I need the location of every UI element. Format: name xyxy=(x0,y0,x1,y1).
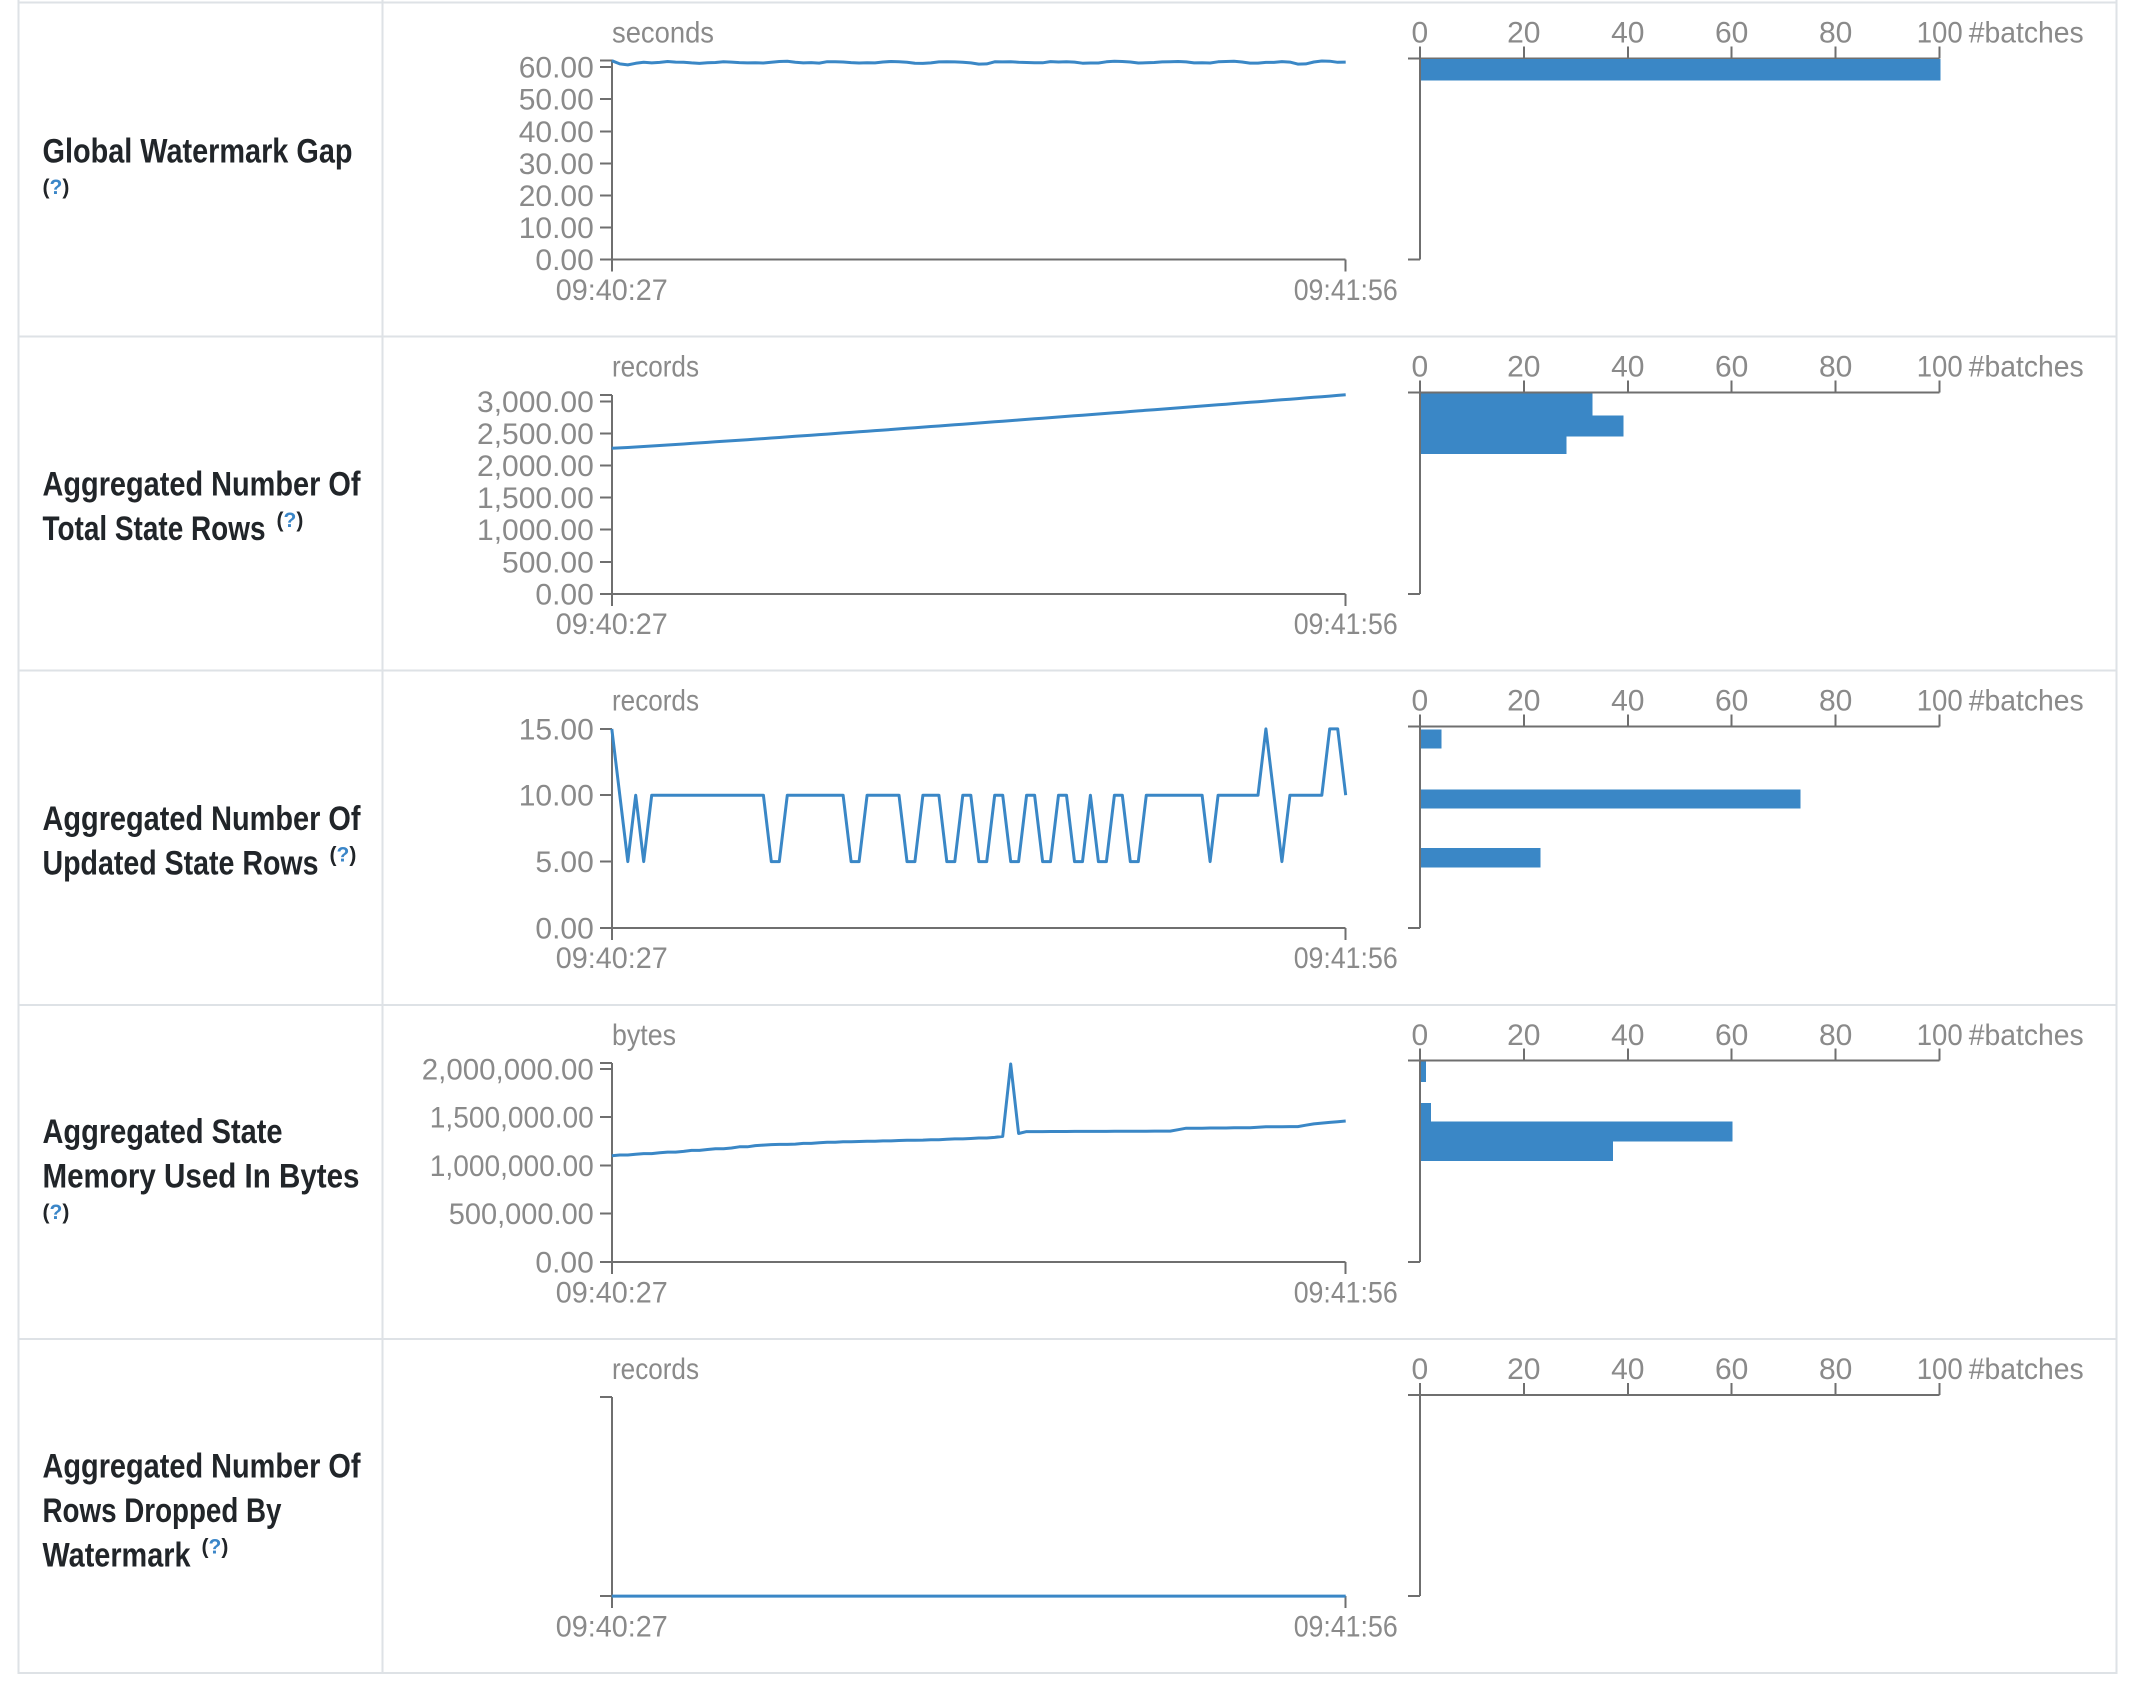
svg-text:seconds: seconds xyxy=(612,17,714,50)
svg-text:40: 40 xyxy=(1611,1019,1644,1052)
svg-text:80: 80 xyxy=(1819,1353,1852,1386)
svg-text:0: 0 xyxy=(1411,17,1428,50)
svg-text:#batches: #batches xyxy=(1969,17,2084,50)
svg-text:09:40:27: 09:40:27 xyxy=(556,942,668,975)
svg-text:0: 0 xyxy=(1411,685,1428,718)
svg-text:1,000.00: 1,000.00 xyxy=(477,514,594,547)
svg-text:09:41:56: 09:41:56 xyxy=(1294,942,1398,975)
svg-text:80: 80 xyxy=(1819,351,1852,384)
svg-text:(?): (?) xyxy=(277,509,304,532)
svg-text:Memory Used In Bytes: Memory Used In Bytes xyxy=(43,1158,360,1196)
svg-text:records: records xyxy=(612,685,699,718)
svg-text:records: records xyxy=(612,1353,699,1386)
svg-text:09:41:56: 09:41:56 xyxy=(1294,274,1398,307)
svg-text:60: 60 xyxy=(1715,685,1748,718)
svg-text:40: 40 xyxy=(1611,17,1644,50)
svg-text:0.00: 0.00 xyxy=(535,244,593,277)
svg-text:Updated State Rows: Updated State Rows xyxy=(43,845,319,883)
svg-text:Aggregated Number Of: Aggregated Number Of xyxy=(43,466,362,504)
svg-text:09:40:27: 09:40:27 xyxy=(556,608,668,641)
svg-text:records: records xyxy=(612,351,699,384)
svg-text:20.00: 20.00 xyxy=(519,180,594,213)
svg-text:100: 100 xyxy=(1917,1019,1963,1052)
svg-text:Global Watermark Gap: Global Watermark Gap xyxy=(43,133,353,171)
svg-text:100: 100 xyxy=(1917,17,1963,50)
svg-text:2,500.00: 2,500.00 xyxy=(477,418,594,451)
svg-text:2,000,000.00: 2,000,000.00 xyxy=(422,1053,594,1086)
svg-text:(?): (?) xyxy=(43,1201,70,1224)
svg-text:#batches: #batches xyxy=(1969,685,2084,718)
svg-text:80: 80 xyxy=(1819,17,1852,50)
svg-text:15.00: 15.00 xyxy=(519,713,594,746)
svg-text:0.00: 0.00 xyxy=(535,578,593,611)
svg-text:0: 0 xyxy=(1411,351,1428,384)
svg-text:80: 80 xyxy=(1819,1019,1852,1052)
svg-text:80: 80 xyxy=(1819,685,1852,718)
svg-text:Total State Rows: Total State Rows xyxy=(43,510,266,548)
svg-text:60: 60 xyxy=(1715,17,1748,50)
svg-text:100: 100 xyxy=(1917,351,1963,384)
svg-text:Aggregated State: Aggregated State xyxy=(43,1113,283,1151)
svg-text:500.00: 500.00 xyxy=(502,546,594,579)
svg-text:Rows Dropped By: Rows Dropped By xyxy=(43,1492,282,1530)
svg-text:1,500.00: 1,500.00 xyxy=(477,482,594,515)
svg-text:500,000.00: 500,000.00 xyxy=(449,1198,594,1231)
svg-text:Aggregated Number Of: Aggregated Number Of xyxy=(43,800,362,838)
svg-text:#batches: #batches xyxy=(1969,351,2084,384)
svg-text:09:40:27: 09:40:27 xyxy=(556,1276,668,1309)
svg-text:40: 40 xyxy=(1611,351,1644,384)
svg-text:40: 40 xyxy=(1611,685,1644,718)
svg-text:1,000,000.00: 1,000,000.00 xyxy=(430,1150,594,1183)
svg-text:60: 60 xyxy=(1715,1019,1748,1052)
svg-text:Watermark: Watermark xyxy=(43,1537,191,1575)
svg-text:0: 0 xyxy=(1411,1353,1428,1386)
svg-text:60.00: 60.00 xyxy=(519,52,594,85)
svg-text:09:41:56: 09:41:56 xyxy=(1294,1610,1398,1643)
svg-text:20: 20 xyxy=(1507,17,1540,50)
svg-text:09:40:27: 09:40:27 xyxy=(556,1610,668,1643)
svg-text:09:40:27: 09:40:27 xyxy=(556,274,668,307)
svg-text:(?): (?) xyxy=(202,1536,229,1559)
svg-text:20: 20 xyxy=(1507,351,1540,384)
svg-text:50.00: 50.00 xyxy=(519,84,594,117)
svg-text:2,000.00: 2,000.00 xyxy=(477,450,594,483)
svg-text:bytes: bytes xyxy=(612,1019,676,1052)
svg-text:40.00: 40.00 xyxy=(519,116,594,149)
svg-text:09:41:56: 09:41:56 xyxy=(1294,1276,1398,1309)
svg-text:#batches: #batches xyxy=(1969,1353,2084,1386)
svg-text:5.00: 5.00 xyxy=(535,846,593,879)
svg-text:#batches: #batches xyxy=(1969,1019,2084,1052)
svg-text:(?): (?) xyxy=(330,844,357,867)
svg-text:(?): (?) xyxy=(43,176,70,199)
svg-text:0: 0 xyxy=(1411,1019,1428,1052)
svg-text:30.00: 30.00 xyxy=(519,148,594,181)
svg-text:0.00: 0.00 xyxy=(535,1247,593,1280)
svg-text:60: 60 xyxy=(1715,1353,1748,1386)
svg-text:1,500,000.00: 1,500,000.00 xyxy=(430,1102,594,1135)
svg-text:Aggregated Number Of: Aggregated Number Of xyxy=(43,1448,362,1486)
svg-text:10.00: 10.00 xyxy=(519,212,594,245)
svg-text:100: 100 xyxy=(1917,1353,1963,1386)
svg-text:20: 20 xyxy=(1507,1019,1540,1052)
svg-text:20: 20 xyxy=(1507,685,1540,718)
svg-text:10.00: 10.00 xyxy=(519,780,594,813)
svg-text:100: 100 xyxy=(1917,685,1963,718)
svg-text:09:41:56: 09:41:56 xyxy=(1294,608,1398,641)
svg-text:40: 40 xyxy=(1611,1353,1644,1386)
svg-text:3,000.00: 3,000.00 xyxy=(477,386,594,419)
svg-text:20: 20 xyxy=(1507,1353,1540,1386)
svg-text:60: 60 xyxy=(1715,351,1748,384)
svg-text:0.00: 0.00 xyxy=(535,912,593,945)
